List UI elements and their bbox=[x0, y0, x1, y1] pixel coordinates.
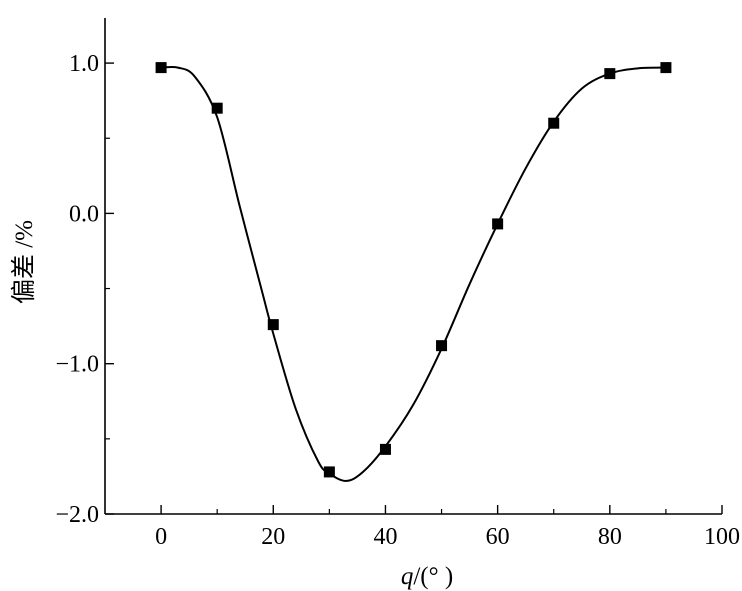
y-tick-label: −1.0 bbox=[55, 352, 99, 378]
data-point bbox=[155, 62, 167, 74]
x-tick-label: 40 bbox=[373, 524, 397, 550]
axes bbox=[104, 18, 722, 515]
data-point bbox=[660, 62, 672, 74]
data-point bbox=[211, 102, 223, 114]
fit-curve-layer bbox=[161, 65, 666, 482]
x-tick-label: 0 bbox=[155, 524, 167, 550]
y-tick-label: 0.0 bbox=[69, 201, 99, 227]
data-point bbox=[379, 443, 391, 455]
x-tick-label: 20 bbox=[261, 524, 285, 550]
x-tick-label: 80 bbox=[598, 524, 622, 550]
labels: q/(° ) 偏差 /% bbox=[10, 220, 453, 590]
y-axis-label: 偏差 /% bbox=[10, 220, 38, 304]
x-tick-label: 100 bbox=[704, 524, 740, 550]
x-axis-label-unit: /(° ) bbox=[413, 563, 453, 590]
fit-curve-line bbox=[161, 65, 666, 482]
data-point bbox=[323, 466, 335, 478]
y-tick-label: 1.0 bbox=[69, 51, 99, 77]
x-axis-label: q/(° ) bbox=[401, 563, 453, 590]
ticks: 0 20 40 60 80 100 1.0 0.0 −1.0 −2.0 bbox=[55, 51, 740, 550]
x-axis-label-variable: q bbox=[401, 563, 414, 590]
markers bbox=[155, 62, 672, 478]
data-point bbox=[267, 319, 279, 331]
y-tick-label: −2.0 bbox=[55, 502, 99, 528]
data-point bbox=[436, 340, 448, 352]
data-point bbox=[548, 117, 560, 129]
data-point bbox=[492, 218, 504, 230]
x-tick-label: 60 bbox=[486, 524, 510, 550]
data-point bbox=[604, 68, 616, 80]
